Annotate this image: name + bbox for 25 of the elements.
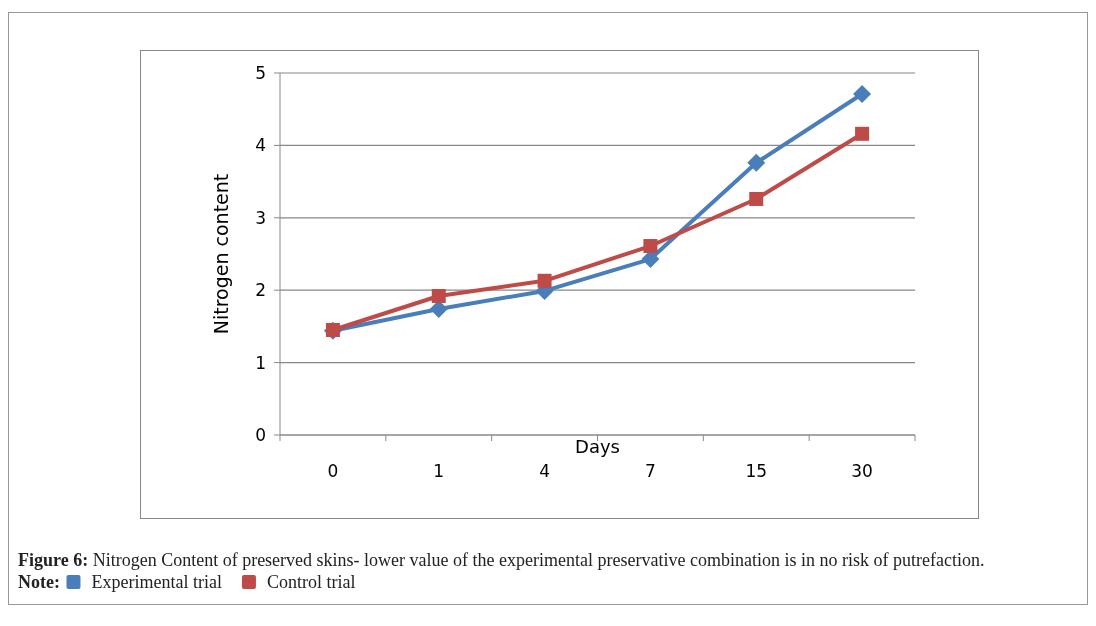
point <box>643 239 658 254</box>
y-tick-label: 3 <box>255 207 266 228</box>
point <box>747 153 766 172</box>
x-tick-label: 7 <box>645 461 656 481</box>
legend-title: Note: <box>18 572 65 592</box>
caption: Figure 6: Nitrogen Content of preserved skins- lower value of the experimental preservative combination is in no risk of putrefaction. <box>18 550 985 570</box>
x-tick-label: 30 <box>851 461 873 481</box>
x-tick-label: 1 <box>433 461 445 481</box>
x-tick-label: 15 <box>745 461 768 481</box>
legend-label: Control trial <box>239 572 374 592</box>
y-tick-label: 4 <box>255 135 266 156</box>
point <box>855 126 870 141</box>
y-tick-label: 2 <box>255 280 266 301</box>
y-axis-title: Nitrogen content <box>210 173 232 335</box>
y-tick-label: 1 <box>255 352 266 373</box>
y-tick-label: 5 <box>255 62 266 83</box>
point <box>749 191 764 206</box>
point <box>853 85 872 103</box>
point <box>537 273 552 288</box>
x-axis-title: Days <box>575 436 620 457</box>
point <box>431 288 446 303</box>
legend-label: Experimental trial <box>64 572 240 592</box>
y-tick-label: 0 <box>255 424 266 445</box>
x-tick-label: 0 <box>327 461 339 481</box>
x-tick-label: 4 <box>539 461 550 481</box>
